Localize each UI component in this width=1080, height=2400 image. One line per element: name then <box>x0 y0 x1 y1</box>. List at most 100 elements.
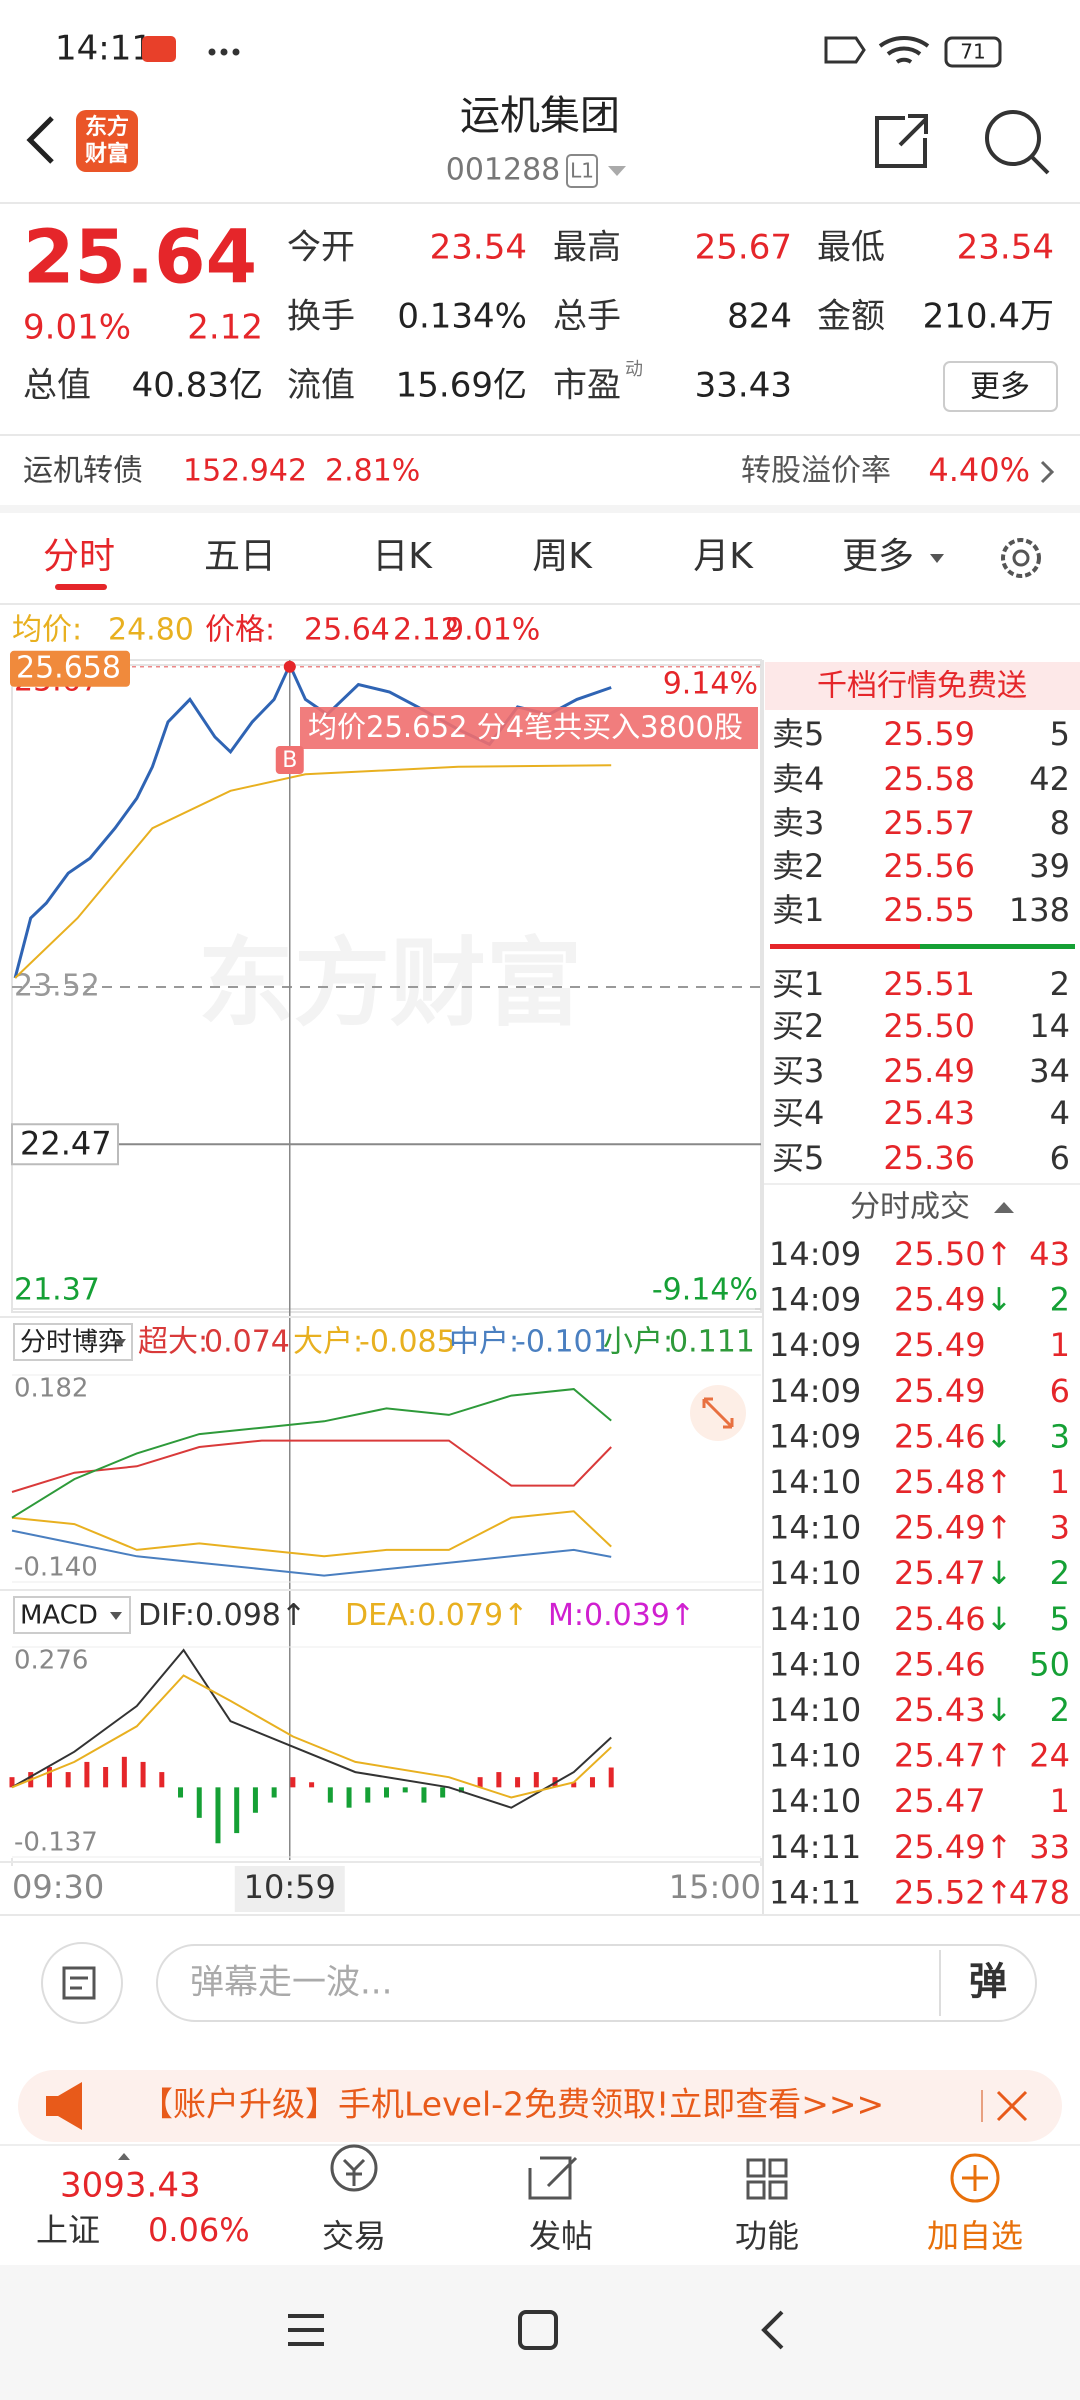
tab[interactable]: 分时 <box>43 536 115 577</box>
comment-input[interactable] <box>156 1944 1037 2022</box>
home-button[interactable] <box>518 2310 558 2350</box>
nav-icon <box>330 2144 378 2192</box>
trade-price-value: 25.46 <box>894 1417 986 1455</box>
selector-box[interactable] <box>13 1323 133 1361</box>
change: 2.12 <box>187 308 263 348</box>
macd-bar <box>84 1761 90 1788</box>
sim-icon <box>824 36 866 64</box>
nav-item[interactable]: 发帖 <box>529 2217 593 2255</box>
selector-box[interactable] <box>13 1596 131 1634</box>
tab[interactable]: 周K <box>532 536 593 577</box>
book-price: 25.56 <box>883 847 975 885</box>
legend-value: 0.111 <box>669 1325 755 1360</box>
trade-price: 25.49↑ <box>894 1509 1012 1547</box>
nav-icon <box>746 2158 788 2200</box>
banner-close[interactable] <box>996 2090 1028 2122</box>
trade-price-value: 25.49 <box>894 1828 986 1866</box>
stat-sup: 动 <box>625 359 643 380</box>
promo-box[interactable] <box>765 662 1080 710</box>
tab[interactable]: 日K <box>372 536 433 577</box>
promo[interactable]: 千档行情免费送 <box>817 669 1027 704</box>
marker-label: 22.47 <box>20 1124 112 1162</box>
selector-label[interactable]: 分时博弈 <box>20 1328 124 1358</box>
trade-price: 25.46↓ <box>894 1417 1012 1455</box>
trade-price-value: 25.46 <box>894 1600 986 1638</box>
legend-trend: ↑ <box>670 1598 695 1633</box>
back-button[interactable] <box>26 116 54 164</box>
menu-button[interactable] <box>288 2314 324 2346</box>
stock-name: 运机集团 <box>460 93 620 139</box>
macd-bar <box>271 1787 277 1798</box>
more-button-label[interactable]: 更多 <box>970 370 1030 405</box>
banner-text[interactable]: 【账户升级】手机Level-2免费领取!立即查看>>> <box>140 2085 884 2124</box>
legend-price: 25.64 <box>304 613 390 648</box>
bond-chevron[interactable] <box>1040 460 1055 484</box>
book-label: 卖3 <box>772 804 824 842</box>
back-button[interactable] <box>761 2310 784 2350</box>
legend-change: 2.12 <box>393 613 460 648</box>
level-dropdown[interactable] <box>608 166 626 176</box>
banner-megaphone <box>46 2082 82 2130</box>
watermark: 东方财富 <box>198 927 582 1039</box>
book-qty: 4 <box>1050 1094 1070 1132</box>
stat-label: 市盈 <box>553 366 621 406</box>
legend-pct: 9.01% <box>445 613 540 648</box>
stat-value: 23.54 <box>957 228 1054 268</box>
legend-current: 0.079 <box>417 1598 503 1633</box>
trade-arrow: ↑ <box>986 1873 1013 1911</box>
trade-qty: 3 <box>1050 1509 1070 1547</box>
x-tick-label: 09:30 <box>12 1868 104 1906</box>
book-qty: 6 <box>1050 1139 1070 1177</box>
trade-time: 14:10 <box>769 1782 861 1820</box>
macd-bar <box>290 1777 296 1788</box>
trade-time: 14:09 <box>769 1326 861 1364</box>
danmaku-toggle[interactable]: 弹 <box>969 1960 1007 2004</box>
nav-item[interactable]: 加自选 <box>927 2217 1023 2255</box>
battery <box>944 36 1002 68</box>
legend-value: 0.074 <box>204 1325 290 1360</box>
trade-arrow: ↑ <box>986 1737 1013 1775</box>
bond-name: 运机转债 <box>23 454 143 489</box>
logo-text: 东方 <box>85 114 129 140</box>
share-button[interactable] <box>875 114 928 168</box>
search-button[interactable] <box>985 110 1050 175</box>
book-label: 卖1 <box>772 891 824 929</box>
series-line <box>14 764 612 979</box>
tab[interactable]: 更多 <box>842 536 914 577</box>
legend-name: 大户: <box>293 1325 363 1360</box>
app-logo <box>76 110 138 172</box>
banner[interactable] <box>18 2070 1062 2142</box>
book-price: 25.43 <box>883 1094 975 1132</box>
legend-name: 中户: <box>449 1325 519 1360</box>
y2-tick-label: -9.14% <box>652 1273 758 1308</box>
trade-arrow: ↓ <box>986 1554 1013 1592</box>
battery-level: 71 <box>960 40 985 64</box>
trade-price-value: 25.47 <box>894 1782 986 1820</box>
series-line <box>11 1529 612 1577</box>
trade-time: 14:10 <box>769 1463 861 1501</box>
nav-item[interactable]: 交易 <box>322 2217 386 2255</box>
level-badge: L1 <box>570 159 594 183</box>
index-value[interactable]: 3093.43 <box>60 2166 201 2206</box>
tab[interactable]: 月K <box>693 536 754 577</box>
macd-bar <box>458 1787 464 1793</box>
trade-price: 25.49 <box>894 1326 986 1364</box>
trade-price: 25.46 <box>894 1645 986 1683</box>
settings-button[interactable] <box>1001 538 1041 578</box>
more-button[interactable] <box>943 361 1058 412</box>
macd-bar <box>365 1787 371 1803</box>
trade-qty: 33 <box>1029 1828 1070 1866</box>
nav-item[interactable]: 功能 <box>735 2217 799 2255</box>
tab[interactable]: 五日 <box>204 536 276 577</box>
legend-avg-label: 均价: <box>12 613 82 648</box>
legend-item: DIF:0.098↑ <box>138 1598 306 1633</box>
trade-price-value: 25.49 <box>894 1281 986 1319</box>
danmaku-settings[interactable] <box>41 1942 123 2024</box>
trades-toggle[interactable] <box>994 1202 1014 1213</box>
book-price: 25.58 <box>883 760 975 798</box>
comment-placeholder[interactable]: 弹幕走一波... <box>190 1963 392 2003</box>
book-label: 卖5 <box>772 715 824 753</box>
selector-label[interactable]: MACD <box>20 1601 98 1631</box>
premium-label: 转股溢价率 <box>741 454 891 489</box>
